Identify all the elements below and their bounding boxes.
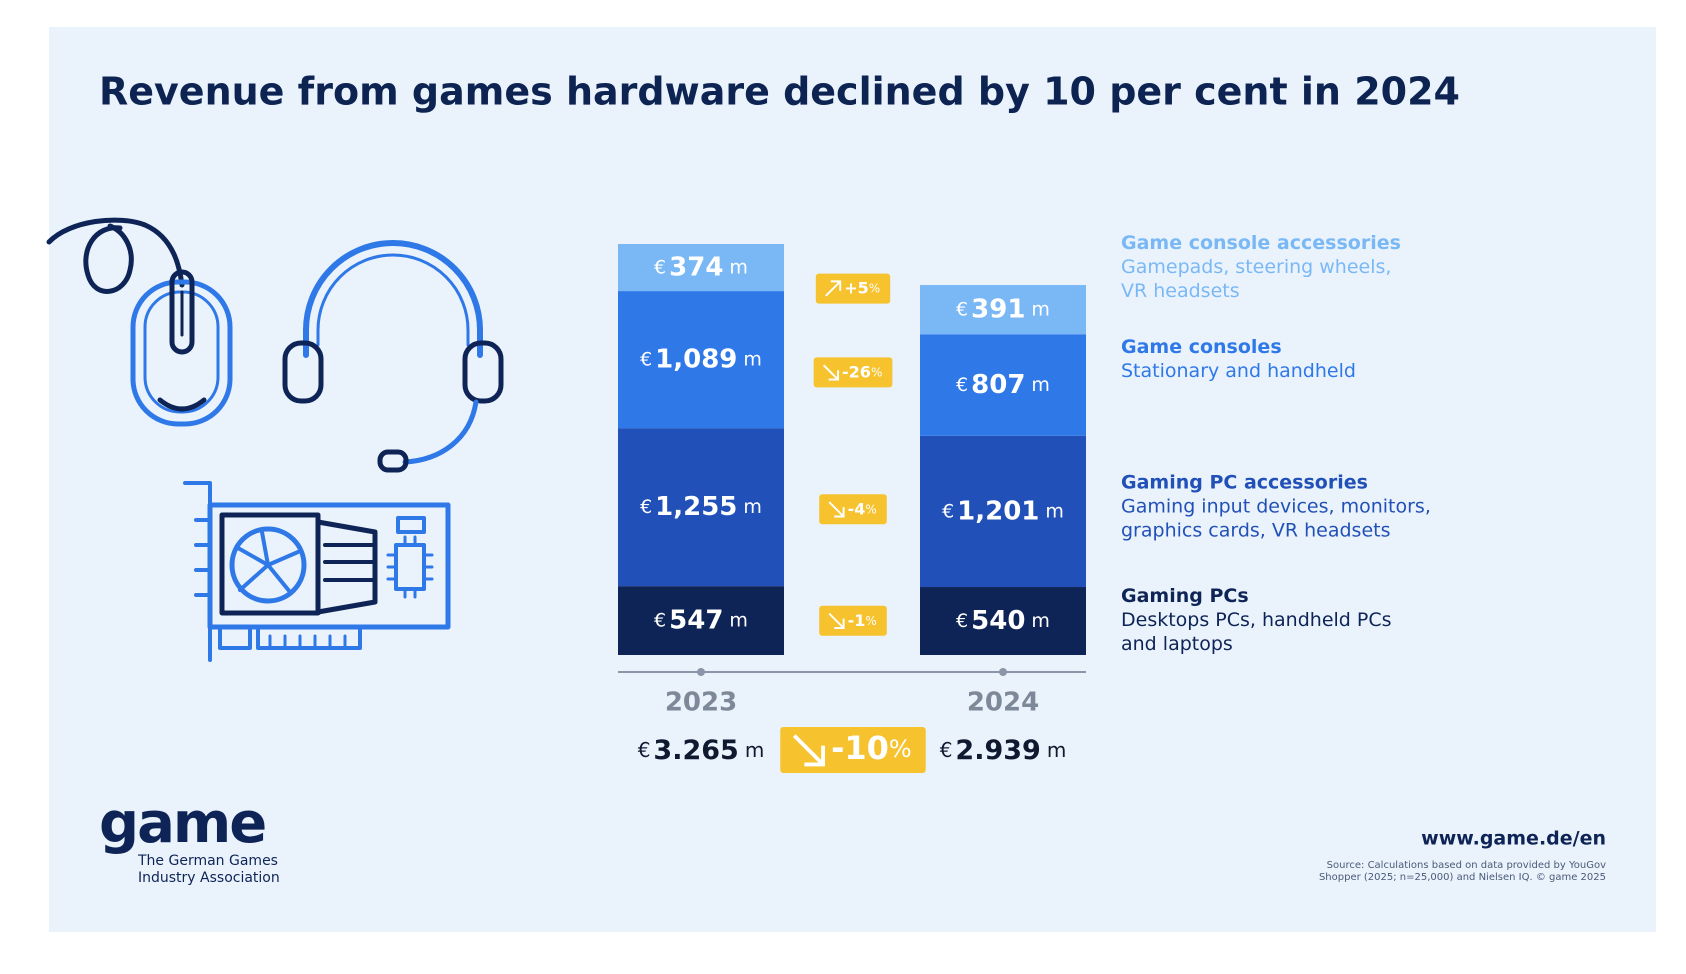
source: Source: Calculations based on data provi… [1327,860,1606,871]
change: -10 [831,729,889,767]
currency: € [638,738,651,762]
legend-description: Gamepads, steering wheels, [1121,256,1391,278]
total-label: €3.265 m [638,735,765,766]
unit: m [743,496,762,518]
axis-dot [999,668,1007,676]
unit: m [729,609,748,631]
change-badge: -26% [813,357,893,388]
unit: m [729,256,748,278]
arrow-icon [822,364,840,381]
arrow-icon [792,734,826,767]
currency: € [956,610,968,632]
chart-title: Revenue from games hardware declined by … [99,70,1460,114]
value-label: €1,201 m [942,496,1064,526]
unit: m [1031,610,1050,632]
change-unit: % [889,735,912,763]
change-unit: % [865,613,876,627]
change-badge: -4% [819,494,887,525]
url: www.game.de/en [1421,828,1606,850]
currency: € [940,738,953,762]
bar-segment [618,586,784,655]
legend-name: Gaming PC accessories [1121,472,1368,494]
unit: m [1045,500,1064,522]
legend-description: Gaming input devices, monitors, [1121,496,1431,518]
currency: € [640,348,652,370]
source: Shopper (2025; n=25,000) and Nielsen IQ.… [1319,872,1606,883]
badge-bg [780,727,926,773]
currency: € [654,256,666,278]
bar-segment [920,285,1086,335]
change: -4 [848,499,866,518]
change: +5 [844,278,869,297]
change: -26 [842,362,871,381]
legend-name: Game console accessories [1121,232,1401,254]
value-label: €391 m [956,294,1050,324]
change-label: -1% [848,610,877,629]
currency: € [942,500,954,522]
change-label: -26% [842,362,882,381]
legend-name: Gaming PCs [1121,585,1249,607]
x-tick-label: 2024 [967,688,1039,718]
total: 2.939 [955,735,1040,766]
currency: € [956,298,968,320]
currency: € [640,496,652,518]
arrow-icon [828,612,845,629]
arrow-icon [828,501,845,518]
bar-segment [920,334,1086,436]
change: -1 [848,610,866,629]
value: 807 [971,370,1025,400]
value: 540 [971,606,1025,636]
association: Industry Association [138,870,280,886]
change-unit: % [871,365,882,379]
value-label: €807 m [956,370,1050,400]
change-unit: % [865,502,876,516]
total-label: €2.939 m [940,735,1067,766]
value-label: €1,255 m [640,492,762,522]
legend-name: Game consoles [1121,336,1282,358]
bar-segment [920,587,1086,655]
change-label: -4% [848,499,877,518]
legend-description: Desktops PCs, handheld PCs [1121,609,1392,631]
value-label: €374 m [654,252,748,282]
logo: game [99,791,265,856]
unit: m [1047,738,1066,762]
change-unit: % [869,281,880,295]
currency: € [654,609,666,631]
total: 3.265 [653,735,738,766]
change-label: +5% [844,278,880,297]
value-label: €1,089 m [640,344,762,374]
bar-segment [618,428,784,587]
change-badge: -1% [819,605,887,636]
unit: m [743,348,762,370]
arrow-icon [825,280,842,297]
value: 374 [669,252,723,282]
unit: m [1031,298,1050,320]
legend-description: and laptops [1121,633,1233,655]
change-badge: +5% [815,273,891,304]
unit: m [1031,374,1050,396]
value: 1,089 [655,344,737,374]
unit: m [745,738,764,762]
value: 1,201 [957,496,1039,526]
legend-description: VR headsets [1121,280,1240,302]
association: The German Games [137,853,278,869]
legend-description: Stationary and handheld [1121,360,1356,382]
value: 547 [669,605,723,635]
change-badge: -10% [780,727,926,773]
value: 391 [971,294,1025,324]
bar-segment [920,435,1086,588]
change-label: -10% [831,729,912,767]
icons [46,217,504,662]
legend-description: graphics cards, VR headsets [1121,520,1391,542]
bar-segment [618,291,784,429]
value: 1,255 [655,492,737,522]
panel [49,27,1656,932]
value-label: €547 m [654,605,748,635]
currency: € [956,374,968,396]
x-tick-label: 2023 [665,688,737,718]
value-label: €540 m [956,606,1050,636]
axis-dot [697,668,705,676]
bar-segment [618,244,784,292]
